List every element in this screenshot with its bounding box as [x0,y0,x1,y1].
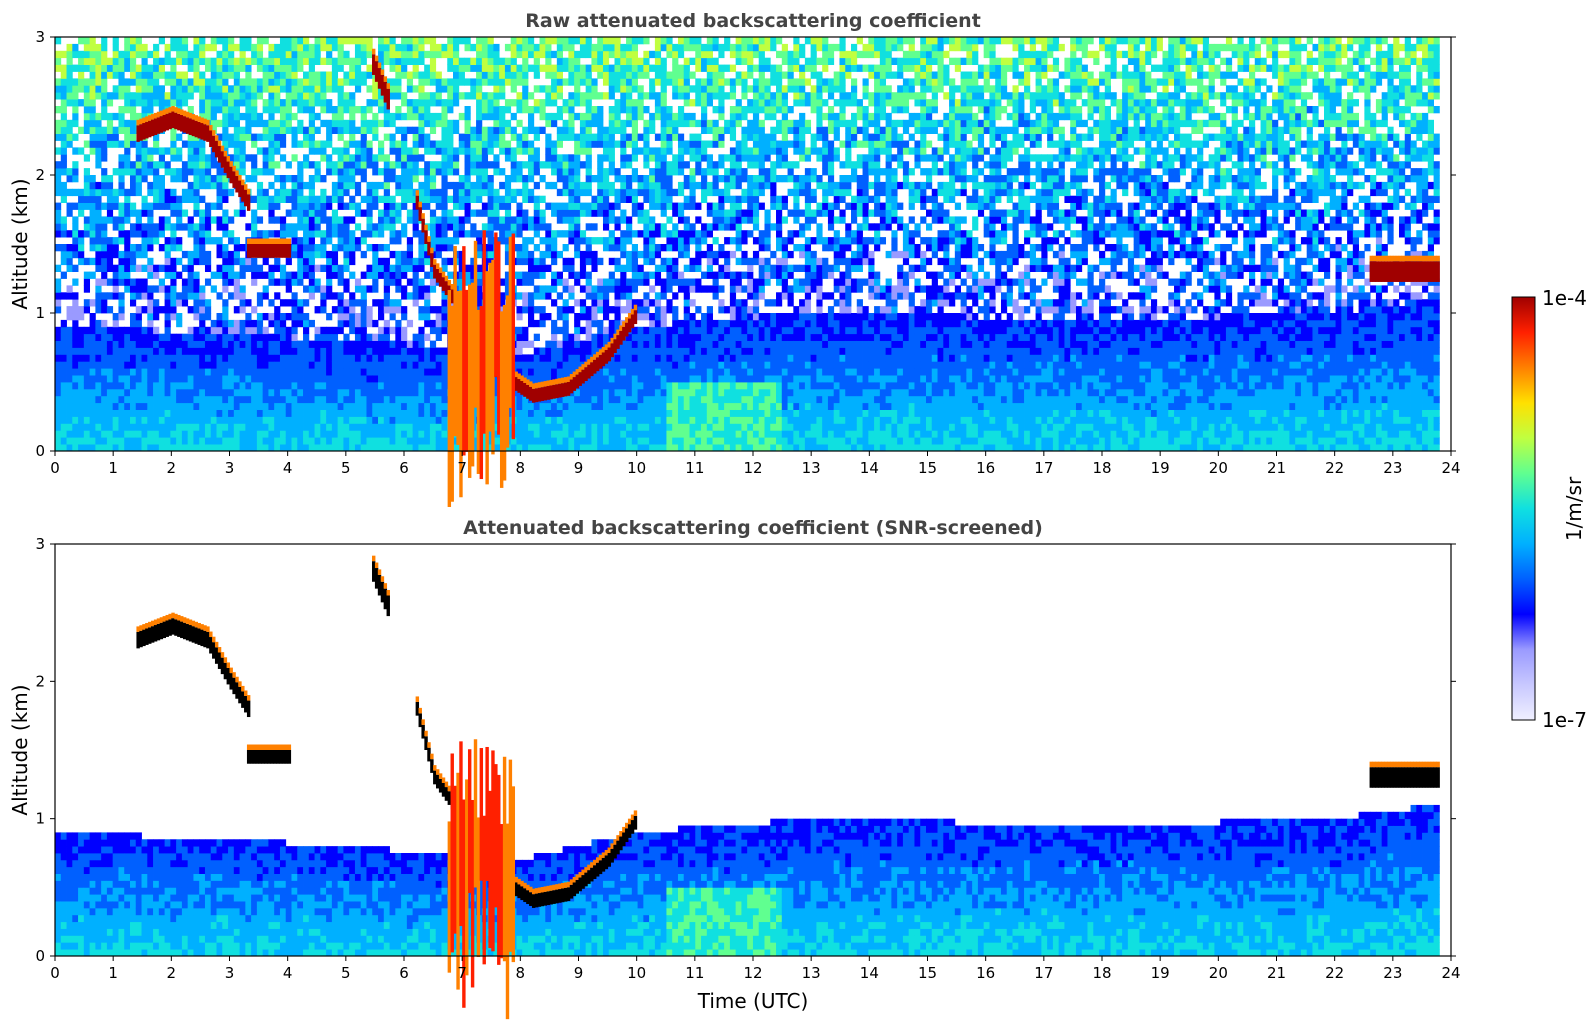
x-tick-label: 3 [225,459,235,477]
x-tick-label: 21 [1267,964,1286,982]
x-tick-label: 19 [1151,964,1170,982]
screened-y-axis-label: Altitude (km) [8,684,32,815]
colorbar: 1e-4 1e-7 1/m/sr [1511,286,1587,732]
x-tick-label: 13 [802,964,821,982]
panel-screened: Attenuated backscattering coefficient (S… [8,517,1461,1020]
x-tick-label: 8 [516,964,526,982]
x-tick-label: 10 [627,964,646,982]
x-tick-label: 14 [860,459,879,477]
y-tick-label: 1 [35,304,45,322]
x-tick-label: 6 [399,964,409,982]
x-tick-label: 4 [283,459,293,477]
raw-heatmap [55,37,1440,507]
colorbar-unit-label: 1/m/sr [1562,476,1586,541]
screened-x-ticks: 0 1 2 3 4 5 6 7 8 9 10 11 12 13 14 15 16 17 18 19 20 21 22 23 24 [50,956,1461,982]
x-tick-label: 13 [802,459,821,477]
x-tick-label: 23 [1383,964,1402,982]
x-tick-label: 21 [1267,459,1286,477]
x-tick-label: 0 [50,964,60,982]
x-tick-label: 14 [860,964,879,982]
x-tick-label: 17 [1034,459,1053,477]
x-tick-label: 16 [976,459,995,477]
panel-screened-title: Attenuated backscattering coefficient (S… [463,517,1043,539]
x-tick-label: 0 [50,459,60,477]
x-tick-label: 9 [574,459,584,477]
x-tick-label: 16 [976,964,995,982]
x-tick-label: 20 [1209,964,1228,982]
x-tick-label: 22 [1325,459,1344,477]
x-tick-label: 5 [341,459,351,477]
x-tick-label: 24 [1441,964,1460,982]
y-tick-label: 2 [35,166,45,184]
x-tick-label: 19 [1151,459,1170,477]
y-tick-label: 3 [35,28,45,46]
colorbar-gradient [1511,296,1536,721]
x-tick-label: 6 [399,459,409,477]
x-tick-label: 1 [108,964,118,982]
screened-y-ticks: 0 1 2 3 [35,535,1456,965]
x-tick-label: 22 [1325,964,1344,982]
y-tick-label: 1 [35,810,45,828]
x-tick-label: 3 [225,964,235,982]
panel-raw-title: Raw attenuated backscattering coefficien… [525,10,981,32]
x-tick-label: 17 [1034,964,1053,982]
x-tick-label: 12 [743,964,762,982]
x-axis-label: Time (UTC) [697,989,809,1013]
x-tick-label: 2 [167,964,177,982]
x-tick-label: 1 [108,459,118,477]
x-tick-label: 15 [918,964,937,982]
panel-raw: Raw attenuated backscattering coefficien… [8,10,1461,507]
x-tick-label: 4 [283,964,293,982]
x-tick-label: 2 [167,459,177,477]
raw-y-axis-label: Altitude (km) [8,178,32,309]
raw-y-ticks: 0 1 2 3 [35,28,1456,460]
x-tick-label: 18 [1092,964,1111,982]
y-tick-label: 0 [35,442,45,460]
x-tick-label: 11 [685,459,704,477]
x-tick-label: 24 [1441,459,1460,477]
x-tick-label: 12 [743,459,762,477]
x-tick-label: 23 [1383,459,1402,477]
screened-heatmap [55,555,1440,1020]
x-tick-label: 10 [627,459,646,477]
x-tick-label: 9 [574,964,584,982]
raw-x-ticks: 0 1 2 3 4 5 6 7 8 9 10 11 12 13 14 15 16 17 18 19 20 21 22 23 24 [50,451,1461,477]
x-tick-label: 20 [1209,459,1228,477]
colorbar-min-label: 1e-7 [1542,708,1587,732]
y-tick-label: 3 [35,535,45,553]
x-tick-label: 5 [341,964,351,982]
y-tick-label: 2 [35,672,45,690]
x-tick-label: 15 [918,459,937,477]
y-tick-label: 0 [35,947,45,965]
x-tick-label: 8 [516,459,526,477]
x-tick-label: 7 [457,964,467,982]
x-tick-label: 18 [1092,459,1111,477]
x-tick-label: 7 [457,459,467,477]
x-tick-label: 11 [685,964,704,982]
colorbar-max-label: 1e-4 [1542,286,1587,310]
